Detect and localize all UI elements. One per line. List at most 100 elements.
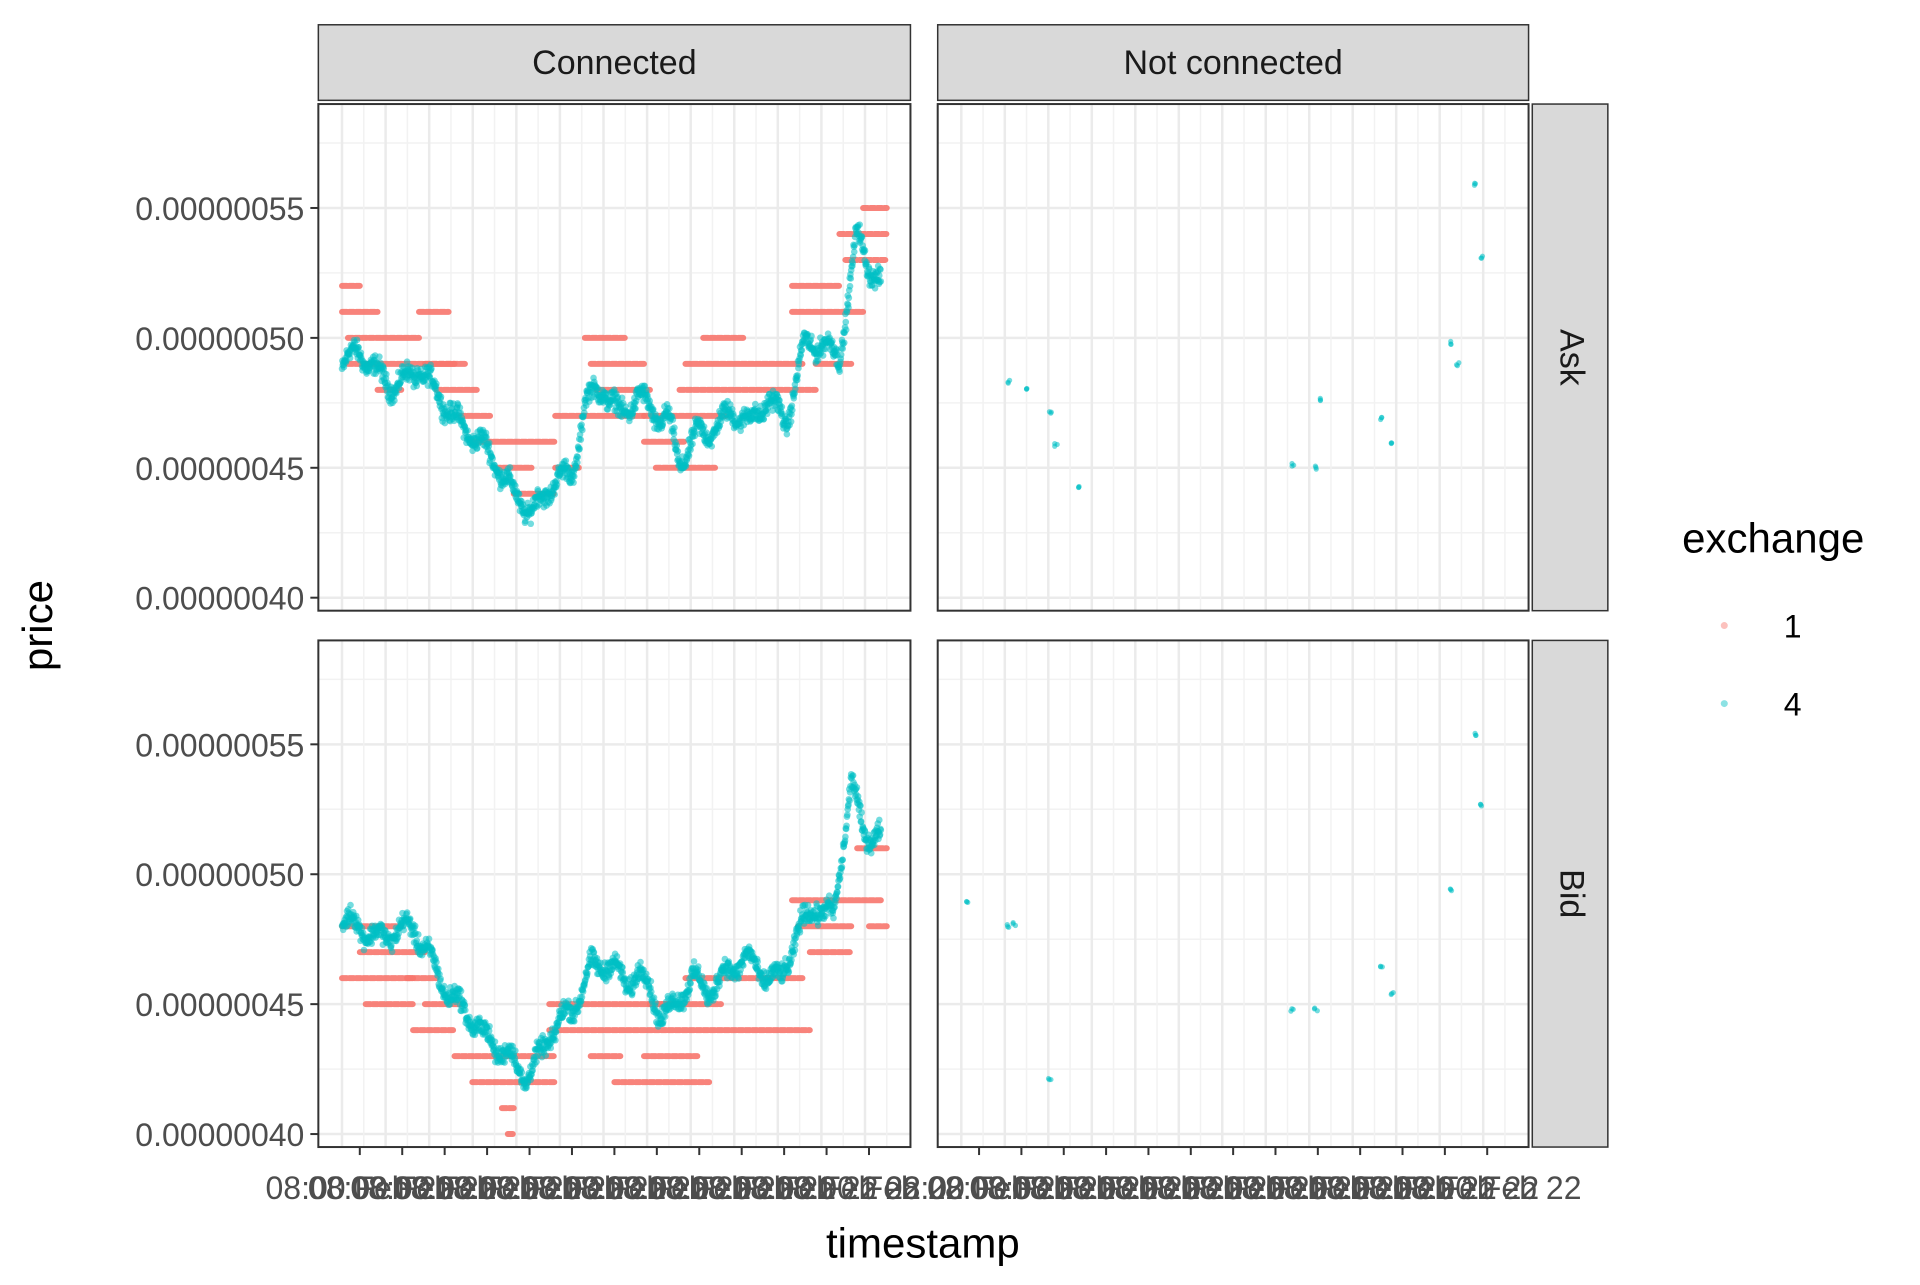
notconnected-point-bid-0: [963, 898, 970, 905]
x-tick-label: 08:00 Feb 22: [1181, 1170, 1370, 1206]
exchange4-point: [760, 415, 768, 423]
exchange4-point: [376, 353, 383, 361]
x-tick-label: 08:00 Feb 22: [393, 1170, 582, 1206]
x-tick-label: 08:00 Feb 22: [1012, 1170, 1201, 1206]
exchange4-point: [489, 455, 496, 462]
x-tick-label: 08:00 Feb 22: [605, 1170, 794, 1206]
exchange4-point: [428, 365, 435, 372]
y-tick-label: 0.00000040: [135, 581, 304, 617]
x-tick-label: 08:00 Feb 22: [1139, 1170, 1328, 1206]
exchange4-point: [435, 965, 442, 973]
notconnected-point-bid-1: [1004, 922, 1010, 928]
exchange4-point: [360, 946, 368, 954]
facet-label-row-1: Bid: [1552, 869, 1590, 918]
exchange4-point: [347, 901, 354, 909]
exchange4-point: [553, 481, 561, 488]
notconnected-point-ask-5: [1289, 460, 1295, 467]
legend-key-4: [1720, 700, 1728, 708]
exchange4-point: [580, 409, 588, 417]
exchange4-point: [839, 856, 847, 864]
exchange4-point: [357, 349, 365, 356]
notconnected-point-ask-4: [1076, 484, 1082, 490]
exchange4-point: [395, 930, 402, 937]
notconnected-point-bid-5: [1314, 1008, 1320, 1014]
exchange4-point: [808, 332, 815, 340]
exchange4-point: [876, 816, 883, 824]
exchange4-point: [570, 479, 577, 486]
exchange4-point: [388, 942, 395, 949]
exchange4-point: [578, 421, 585, 428]
exchange4-point: [353, 336, 361, 344]
exchange4-point: [671, 424, 678, 432]
notconnected-point-ask-10: [1448, 341, 1454, 348]
exchange4-point: [391, 397, 398, 404]
exchange4-point: [619, 963, 626, 971]
exchange4-point: [785, 968, 793, 975]
exchange4-point: [838, 863, 846, 871]
exchange4-point: [690, 958, 698, 965]
y-tick-label: 0.00000040: [135, 1117, 304, 1153]
exchange4-point: [506, 463, 514, 471]
exchange4-point: [473, 445, 481, 452]
exchange4-point: [562, 457, 570, 464]
exchange4-point: [804, 901, 812, 909]
exchange4-point: [686, 986, 694, 993]
exchange4-point: [825, 892, 833, 899]
exchange4-point: [735, 975, 743, 982]
exchange4-point: [577, 436, 585, 443]
exchange4-point: [819, 352, 827, 359]
exchange4-point: [845, 304, 852, 311]
exchange4-point: [762, 985, 770, 993]
exchange4-point: [413, 382, 421, 390]
y-tick-label: 0.00000045: [135, 451, 304, 487]
x-axis-title: timestamp: [826, 1219, 1020, 1266]
exchange4-point: [708, 442, 716, 450]
exchange4-point: [689, 440, 696, 448]
x-tick-label: 08:00 Feb 22: [1096, 1170, 1285, 1206]
exchange4-point: [570, 1018, 578, 1025]
exchange4-point: [836, 368, 843, 375]
exchange4-point: [822, 345, 829, 353]
y-tick-label: 0.00000050: [135, 321, 304, 357]
exchange4-point: [433, 380, 440, 387]
exchange4-point: [483, 433, 490, 441]
notconnected-point-bid-2: [1012, 922, 1019, 929]
notconnected-point-ask-0: [1005, 379, 1011, 385]
exchange4-point: [751, 400, 759, 408]
exchange4-point: [846, 797, 853, 804]
exchange4-point: [393, 389, 400, 397]
exchange4-point: [712, 992, 719, 1000]
facet-label-column-0: Connected: [532, 44, 696, 82]
panel-bg-0-1: [937, 104, 1529, 611]
exchange4-point: [814, 922, 822, 929]
exchange4-point: [778, 403, 786, 411]
exchange4-point: [512, 1047, 519, 1054]
x-tick-label: 08:00 Feb 22: [563, 1170, 752, 1206]
y-tick-label: 0.00000050: [135, 857, 304, 893]
exchange4-point: [861, 247, 869, 254]
notconnected-point-ask-2: [1048, 409, 1054, 415]
panel-bg-0-0: [318, 104, 911, 611]
exchange4-point: [754, 958, 761, 966]
exchange4-point: [845, 294, 853, 302]
exchange4-point: [501, 1059, 508, 1066]
exchange4-point: [551, 491, 558, 498]
exchange4-point: [853, 784, 861, 791]
exchange4-point: [834, 883, 842, 890]
exchange4-cloud-ask: [338, 221, 885, 528]
exchange4-point: [648, 988, 655, 996]
exchange4-point: [576, 445, 583, 453]
exchange4-point: [858, 233, 866, 241]
exchange4-point: [787, 418, 795, 425]
notconnected-point-ask-9: [1388, 440, 1394, 447]
y-tick-label: 0.00000045: [135, 987, 304, 1023]
exchange4-point: [618, 394, 626, 402]
notconnected-point-ask-13: [1478, 255, 1484, 261]
exchange4-point: [613, 953, 621, 960]
exchange4-point: [783, 430, 791, 438]
exchange4-point: [839, 345, 847, 352]
notconnected-point-bid-4: [1289, 1006, 1295, 1012]
exchange4-point: [856, 221, 863, 228]
exchange4-point: [512, 482, 519, 489]
y-tick-label: 0.00000055: [135, 191, 304, 227]
